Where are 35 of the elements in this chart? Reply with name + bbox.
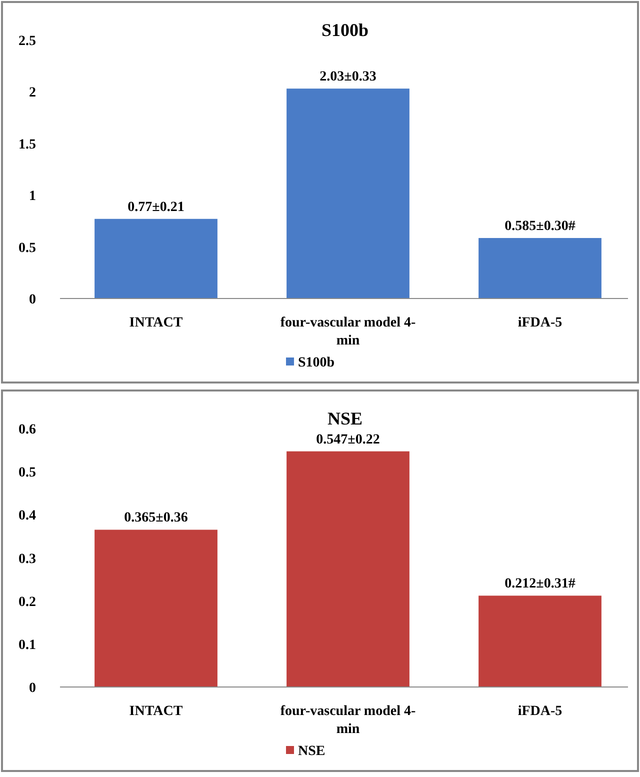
data-label: 0.77±0.21 (128, 200, 184, 215)
y-tick-label: 0.5 (18, 466, 36, 481)
y-tick-label: 0.4 (18, 508, 36, 524)
y-tick-label: 0.3 (18, 552, 36, 567)
bar (478, 238, 602, 298)
y-tick-label: 1 (29, 189, 36, 204)
y-tick-label: 0.1 (18, 638, 36, 653)
legend-label: S100b (298, 356, 335, 370)
x-tick-label: iFDA-5 (518, 316, 562, 330)
x-tick-label: four-vascular model 4-min (280, 704, 416, 737)
bar (94, 530, 218, 687)
data-label: 2.03±0.33 (320, 70, 376, 85)
y-tick-label: 2 (29, 86, 36, 101)
data-label: 0.585±0.30# (504, 219, 576, 234)
bar (478, 596, 602, 687)
bar (94, 218, 218, 298)
y-tick-label: 0.6 (18, 422, 36, 438)
y-tick-label: 0.5 (18, 240, 36, 256)
y-tick-label: 0 (29, 681, 36, 696)
y-tick-label: 2.5 (18, 34, 36, 49)
y-tick-label: 0 (29, 292, 36, 308)
y-tick-label: 1.5 (18, 137, 36, 152)
x-tick-label: four-vascular model 4-min (280, 316, 416, 348)
legend-label: NSE (298, 744, 326, 759)
x-tick-label: INTACT (129, 316, 184, 330)
bar (286, 451, 410, 687)
chart-title: NSE (327, 408, 363, 428)
data-label: 0.212±0.31# (504, 576, 576, 592)
data-label: 0.365±0.36 (124, 510, 188, 526)
x-tick-label: INTACT (129, 704, 184, 719)
data-label: 0.547±0.22 (316, 432, 380, 448)
x-tick-label: iFDA-5 (518, 704, 562, 719)
chart-title: S100b (321, 20, 369, 40)
y-tick-label: 0.2 (18, 594, 36, 610)
bar (286, 88, 410, 298)
